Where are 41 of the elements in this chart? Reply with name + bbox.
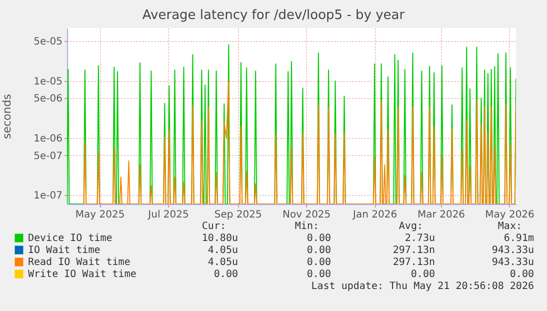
text: 0.00 bbox=[306, 257, 331, 269]
y-tick-label: 1e-06 bbox=[34, 134, 62, 145]
text: Max: bbox=[498, 221, 522, 233]
line-series bbox=[83, 80, 516, 204]
text: 943.33u bbox=[492, 245, 534, 257]
x-tick-label: Mar 2026 bbox=[418, 210, 466, 220]
x-tick-label: Jul 2025 bbox=[147, 210, 189, 220]
text: 4.05u bbox=[208, 245, 238, 257]
legend-label: Read IO Wait time bbox=[28, 257, 130, 268]
y-tick-label: 1e-07 bbox=[34, 190, 62, 202]
y-tick-label: 5e-06 bbox=[34, 94, 62, 105]
text: 0.00 bbox=[410, 269, 435, 281]
x-tick-label: May 2026 bbox=[485, 210, 534, 220]
legend-label: Device IO time bbox=[28, 233, 112, 244]
text: 297.13n bbox=[392, 257, 435, 269]
x-tick-label: Nov 2025 bbox=[282, 210, 331, 220]
text: 4.05u bbox=[208, 257, 238, 269]
text: 2.73u bbox=[404, 233, 435, 245]
text: 0.00 bbox=[214, 269, 238, 281]
x-tick-label: Sep 2025 bbox=[214, 210, 262, 220]
y-tick-label: 5e-05 bbox=[34, 36, 62, 48]
text: 0.00 bbox=[510, 269, 534, 281]
text: 0.00 bbox=[306, 269, 331, 281]
y-axis-title: seconds bbox=[0, 94, 14, 139]
text: 943.33u bbox=[492, 257, 534, 269]
y-tick-label: 1e-05 bbox=[34, 76, 62, 88]
x-tick-label: Jan 2026 bbox=[352, 210, 398, 220]
x-tick-label: May 2025 bbox=[75, 210, 125, 220]
text: Cur: bbox=[202, 221, 226, 233]
legend-label: IO Wait time bbox=[28, 245, 100, 256]
y-tick-label: 5e-07 bbox=[34, 150, 62, 162]
text: Min: bbox=[294, 221, 319, 233]
chart-title: Average latency for /dev/loop5 - by year bbox=[142, 8, 406, 23]
text: 10.80u bbox=[202, 233, 238, 245]
text: Avg: bbox=[398, 221, 423, 233]
text: 0.00 bbox=[306, 233, 331, 245]
text: 297.13n bbox=[392, 245, 435, 257]
legend-label: Write IO Wait time bbox=[28, 269, 136, 280]
text: 0.00 bbox=[306, 245, 331, 257]
text: 6.91m bbox=[504, 233, 534, 245]
text: Last update: Thu May 21 20:56:08 2026 bbox=[311, 281, 534, 293]
